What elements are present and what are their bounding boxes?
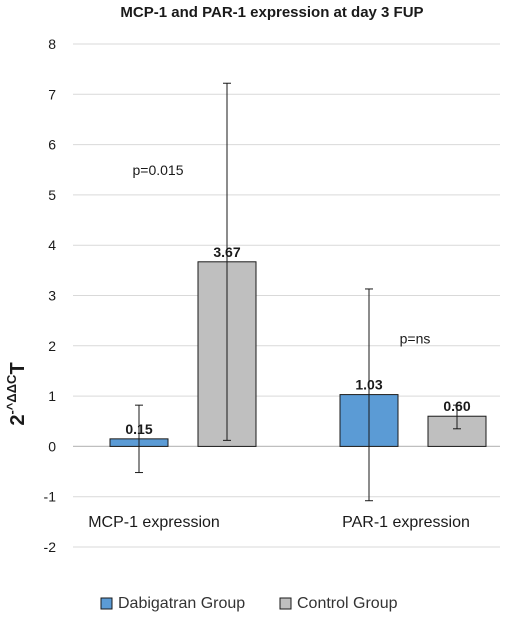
legend-swatch: [100, 597, 113, 610]
y-tick-label: 4: [48, 237, 56, 253]
legend-swatch: [279, 597, 292, 610]
data-label: 0.60: [443, 398, 470, 414]
bar: [427, 415, 487, 447]
y-tick-label: -1: [44, 489, 57, 505]
bars: [109, 261, 487, 447]
y-axis-label: 2-^ΔΔCT: [4, 362, 29, 425]
data-label: 3.67: [213, 244, 240, 260]
legend: Dabigatran Group Control Group: [100, 595, 398, 612]
data-label: 0.15: [125, 421, 152, 437]
chart-title: MCP-1 and PAR-1 expression at day 3 FUP: [120, 4, 423, 21]
annotation: p=0.015: [133, 162, 184, 178]
data-label: 1.03: [355, 377, 382, 393]
gridlines: [73, 43, 500, 548]
y-tick-label: 3: [48, 288, 56, 304]
y-tick-label: -2: [44, 539, 57, 555]
y-axis-ticks: -2 -1 0 1 2 3 4 5 6 7 8: [44, 36, 57, 555]
legend-label: Control Group: [297, 595, 398, 612]
legend-label: Dabigatran Group: [118, 595, 245, 612]
y-tick-label: 8: [48, 36, 56, 52]
data-labels: 0.15 1.03 3.67 0.60: [125, 244, 470, 437]
y-tick-label: 6: [48, 137, 56, 153]
category-label: PAR-1 expression: [342, 514, 470, 531]
category-label: MCP-1 expression: [88, 514, 220, 531]
y-tick-label: 0: [48, 438, 56, 454]
error-bars: [135, 82, 461, 502]
category-labels: MCP-1 expression PAR-1 expression: [88, 514, 470, 531]
y-tick-label: 2: [48, 338, 56, 354]
y-tick-label: 7: [48, 86, 56, 102]
y-tick-label: 1: [48, 388, 56, 404]
annotations: p=0.015 p=ns: [133, 162, 431, 347]
y-tick-label: 5: [48, 187, 56, 203]
annotation: p=ns: [400, 330, 431, 346]
